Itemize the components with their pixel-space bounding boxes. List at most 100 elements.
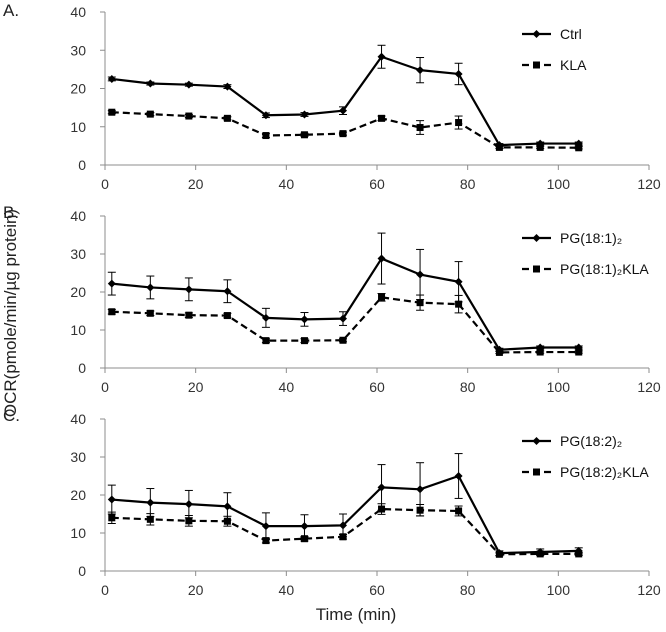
data-point: [146, 110, 154, 118]
data-point: [300, 131, 308, 139]
data-point: [339, 521, 347, 530]
panel-1: A. 0 10 20 30 40 0 20 40 60 80 100 120 Ctrl KLA: [3, 1, 661, 192]
legend-label: PG(18:2)₂KLA: [560, 464, 649, 480]
x-tick-label: 0: [101, 379, 109, 395]
x-tick-label: 20: [188, 176, 204, 192]
x-tick-label: 20: [188, 582, 204, 598]
data-point: [300, 110, 309, 119]
x-tick-label: 100: [547, 582, 571, 598]
legend-marker: [533, 468, 540, 476]
data-point: [377, 254, 386, 263]
panel-2: B. 0 10 20 30 40 0 20 40 60 80 100 120 PG(18:1)₂ PG(18…: [3, 203, 661, 395]
y-tick-label: 20: [70, 284, 86, 300]
x-tick-label: 100: [547, 176, 571, 192]
x-tick-label: 0: [101, 582, 109, 598]
x-tick-label: 80: [460, 176, 476, 192]
data-point: [377, 52, 386, 61]
data-point: [455, 119, 463, 127]
data-point: [262, 132, 270, 140]
y-tick-label: 20: [70, 81, 86, 97]
legend-label: PG(18:2)₂: [560, 433, 622, 449]
x-tick-label: 0: [101, 176, 109, 192]
data-point: [416, 270, 425, 279]
data-point: [108, 514, 116, 522]
data-point: [378, 114, 386, 122]
x-tick-label: 120: [637, 379, 661, 395]
series-line-1: [111, 474, 579, 555]
x-tick-label: 40: [279, 176, 295, 192]
data-point: [300, 315, 309, 324]
data-point: [416, 66, 425, 75]
series-line-2: [111, 296, 579, 354]
data-point: [184, 80, 193, 89]
x-tick-label: 60: [369, 582, 385, 598]
x-tick-label: 60: [369, 176, 385, 192]
data-point: [300, 535, 308, 543]
data-point: [455, 507, 463, 515]
panel-3: C. 0 10 20 30 40 0 20 40 60 80 100 120 PG(18:2)₂ PG(18…: [3, 406, 661, 598]
legend-marker: [532, 30, 541, 38]
data-point: [339, 336, 347, 344]
data-point: [108, 308, 116, 316]
data-point: [185, 311, 193, 319]
y-tick-label: 20: [70, 487, 86, 503]
data-point: [495, 550, 503, 558]
data-point: [146, 515, 154, 523]
legend-label: PG(18:1)₂KLA: [560, 261, 649, 277]
data-point: [536, 348, 544, 356]
data-point: [575, 550, 583, 558]
y-tick-label: 40: [70, 4, 86, 20]
data-point: [146, 283, 155, 292]
data-point: [223, 114, 231, 122]
y-tick-label: 30: [70, 42, 86, 58]
data-point: [378, 293, 386, 301]
data-point: [223, 287, 232, 296]
x-tick-label: 80: [460, 379, 476, 395]
data-point: [300, 522, 309, 531]
y-tick-label: 0: [78, 360, 86, 376]
data-point: [261, 111, 270, 120]
y-tick-label: 10: [70, 525, 86, 541]
legend-label: Ctrl: [560, 26, 582, 42]
x-tick-label: 120: [637, 582, 661, 598]
y-tick-label: 40: [70, 411, 86, 427]
data-point: [536, 143, 544, 151]
data-point: [223, 82, 232, 91]
legend-marker: [533, 265, 540, 273]
data-point: [223, 517, 231, 525]
data-point: [378, 505, 386, 513]
data-point: [185, 112, 193, 120]
data-point: [262, 537, 270, 545]
data-point: [107, 495, 116, 504]
data-point: [339, 314, 347, 323]
data-point: [416, 506, 424, 514]
data-point: [454, 69, 463, 78]
y-tick-label: 40: [70, 208, 86, 224]
data-point: [339, 130, 347, 138]
data-point: [223, 502, 232, 511]
legend-label: KLA: [560, 57, 587, 73]
data-point: [455, 300, 463, 308]
data-point: [416, 485, 425, 494]
data-point: [454, 472, 463, 480]
y-axis-title: OCR(pmole/min/µg protein): [1, 209, 20, 417]
y-tick-label: 0: [78, 157, 86, 173]
panel-label: B.: [3, 203, 19, 222]
x-tick-label: 40: [279, 379, 295, 395]
x-tick-label: 120: [637, 176, 661, 192]
data-point: [575, 144, 583, 152]
data-point: [184, 500, 193, 509]
series-line-2: [111, 507, 579, 556]
data-point: [536, 550, 544, 558]
data-point: [454, 277, 463, 286]
data-point: [146, 498, 155, 507]
data-point: [495, 348, 503, 356]
y-tick-label: 10: [70, 119, 86, 135]
data-point: [108, 108, 116, 116]
y-tick-label: 30: [70, 449, 86, 465]
legend-label: PG(18:1)₂: [560, 230, 622, 246]
x-tick-label: 60: [369, 379, 385, 395]
data-point: [416, 299, 424, 307]
